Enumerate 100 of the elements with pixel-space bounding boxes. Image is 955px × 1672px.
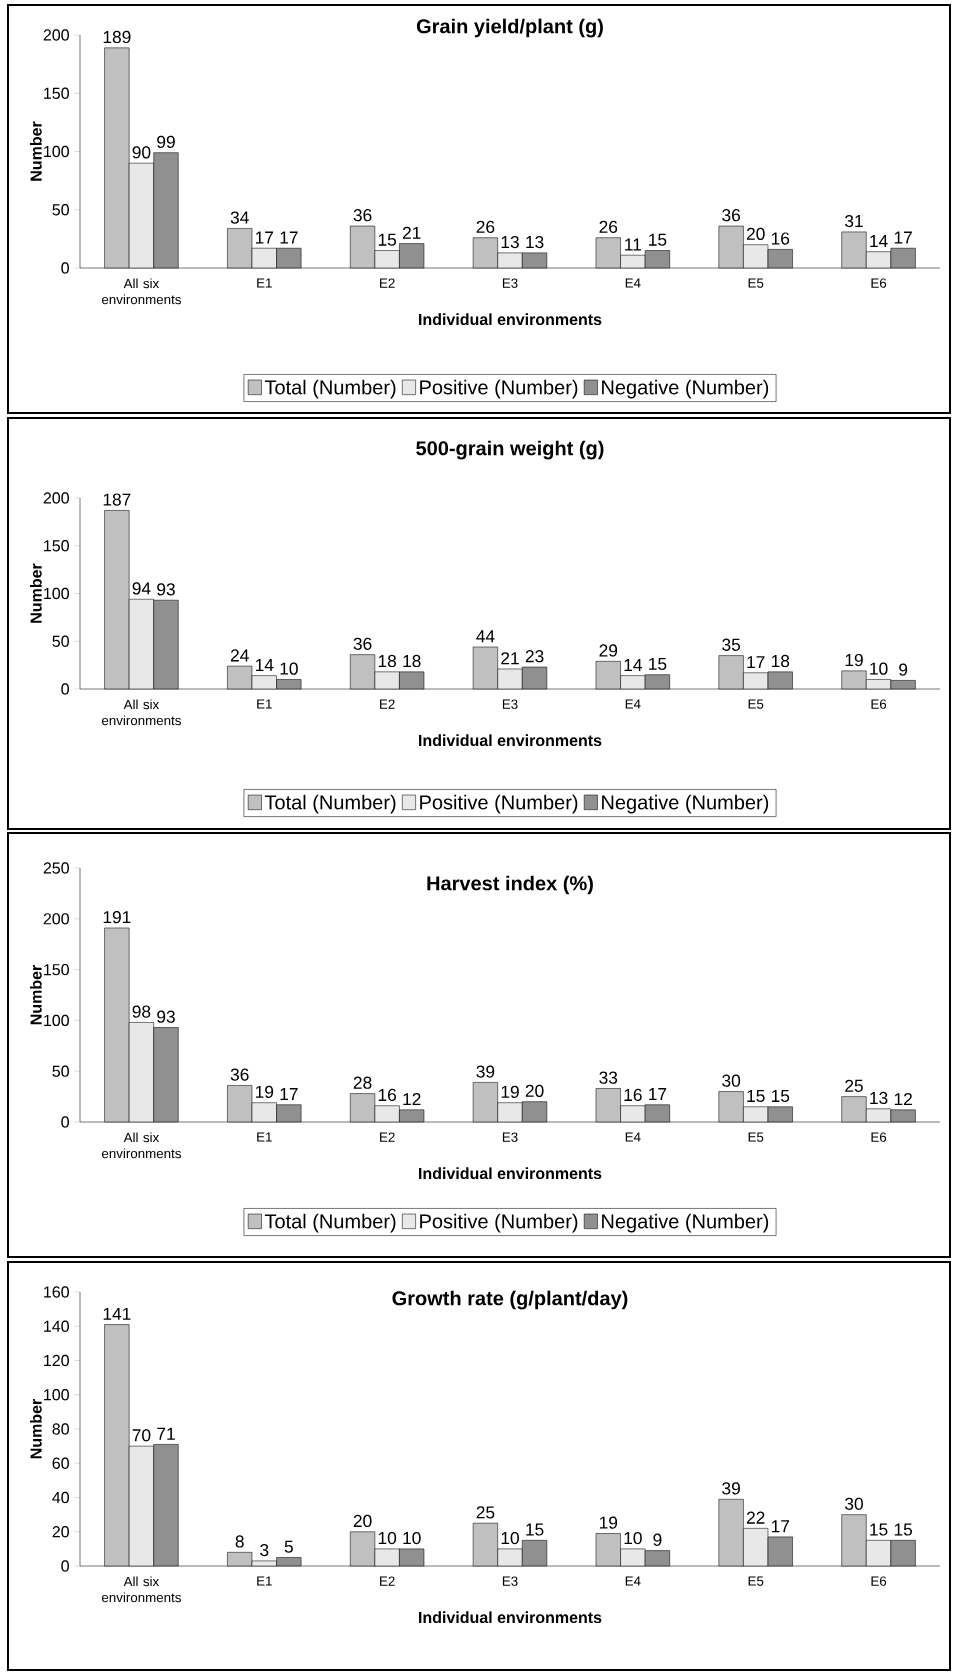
data-label: 36 (353, 637, 372, 650)
x-tick-label: E3 (502, 699, 518, 709)
x-tick-label: All six environments (101, 1576, 181, 1603)
y-axis-title: Number (30, 1399, 42, 1459)
data-label: 17 (280, 231, 298, 244)
data-label: 14 (255, 659, 274, 671)
data-label: 10 (624, 1531, 642, 1545)
chart-title: Growth rate (g/plant/day) (392, 1290, 628, 1310)
data-label: 12 (894, 1093, 912, 1106)
x-tick-label: E2 (380, 699, 395, 709)
data-label: 189 (103, 30, 131, 44)
data-label: 15 (771, 1089, 790, 1103)
y-axis-title: Number (30, 563, 42, 623)
data-label: 34 (230, 211, 249, 224)
data-label: 39 (722, 1482, 740, 1495)
data-label: 187 (103, 493, 131, 506)
y-tick-label: 160 (44, 1286, 69, 1298)
data-label: 93 (157, 583, 175, 596)
y-tick-label: 100 (44, 1389, 69, 1401)
data-label: 39 (476, 1065, 495, 1078)
legend-label: Negative (Number) (602, 1213, 769, 1233)
data-label: 93 (157, 1010, 175, 1023)
x-tick-label: E1 (257, 699, 272, 709)
x-axis-title: Individual environments (419, 1611, 602, 1624)
data-label: 15 (649, 657, 667, 670)
y-tick-label: 80 (52, 1423, 69, 1435)
data-label: 191 (103, 910, 131, 924)
y-tick-label: 100 (44, 1014, 69, 1027)
x-tick-label: All six environments (101, 1132, 181, 1159)
y-axis-title: Number (30, 965, 42, 1025)
y-tick-label: 50 (52, 1065, 69, 1077)
y-tick-label: 50 (52, 635, 69, 647)
legend-label: Total (Number) (264, 379, 396, 399)
data-label: 30 (845, 1497, 863, 1510)
x-tick-label: All six environments (101, 699, 181, 726)
data-label: 9 (653, 1533, 662, 1546)
x-tick-label: E4 (625, 1132, 641, 1142)
y-tick-label: 100 (44, 145, 69, 158)
x-tick-label: E3 (502, 1132, 518, 1142)
data-label: 19 (255, 1085, 274, 1098)
data-label: 13 (526, 235, 544, 249)
x-tick-label: E6 (871, 1132, 887, 1142)
x-tick-label: E6 (871, 1576, 887, 1586)
data-label: 17 (771, 1520, 790, 1533)
legend-label: Positive (Number) (420, 1213, 578, 1233)
x-axis-title: Individual environments (419, 1167, 602, 1180)
x-tick-label: E2 (380, 1576, 395, 1586)
legend-label: Positive (Number) (420, 794, 578, 814)
data-label: 18 (771, 654, 790, 668)
data-label: 26 (476, 220, 495, 234)
data-label: 70 (132, 1429, 151, 1442)
data-label: 3 (260, 1543, 269, 1557)
x-tick-label: E5 (748, 1132, 764, 1142)
data-label: 99 (157, 135, 175, 148)
data-label: 15 (526, 1523, 544, 1536)
data-label: 19 (501, 1085, 519, 1098)
data-label: 14 (870, 235, 888, 247)
data-label: 14 (624, 659, 642, 671)
data-label: 5 (284, 1540, 293, 1553)
data-label: 26 (599, 220, 618, 234)
data-label: 18 (378, 654, 397, 668)
data-label: 22 (746, 1511, 765, 1524)
data-label: 17 (255, 231, 274, 244)
data-label: 71 (157, 1427, 175, 1440)
data-label: 16 (378, 1088, 397, 1102)
chart-title: Harvest index (%) (427, 875, 593, 895)
y-tick-label: 50 (52, 204, 69, 216)
x-tick-label: E4 (625, 1576, 641, 1586)
data-label: 31 (845, 214, 863, 228)
data-label: 19 (845, 653, 863, 667)
x-tick-label: All six environments (101, 278, 181, 305)
y-tick-label: 250 (43, 862, 69, 874)
x-axis-title: Individual environments (419, 734, 602, 747)
data-label: 8 (235, 1535, 244, 1548)
data-label: 10 (501, 1531, 519, 1545)
y-tick-label: 150 (44, 963, 69, 976)
data-label: 15 (894, 1523, 913, 1536)
data-label: 21 (501, 652, 519, 665)
data-label: 10 (403, 1531, 421, 1545)
data-label: 15 (649, 233, 667, 246)
data-label: 15 (870, 1523, 888, 1536)
data-label: 36 (230, 1068, 249, 1081)
data-label: 13 (501, 235, 519, 249)
data-label: 16 (624, 1088, 642, 1102)
y-tick-label: 150 (44, 87, 69, 99)
data-label: 17 (649, 1088, 667, 1101)
y-tick-label: 200 (43, 492, 69, 504)
legend-label: Negative (Number) (602, 379, 769, 399)
y-axis-title: Number (30, 121, 42, 181)
y-tick-label: 150 (44, 540, 69, 552)
y-tick-label: 20 (52, 1526, 69, 1538)
data-label: 90 (132, 146, 151, 159)
x-tick-label: E4 (625, 278, 641, 288)
data-label: 10 (870, 662, 888, 675)
x-tick-label: E3 (502, 278, 518, 288)
x-tick-label: E3 (502, 1576, 518, 1586)
y-tick-label: 0 (61, 1116, 69, 1128)
y-tick-label: 0 (61, 1560, 69, 1572)
data-label: 10 (378, 1531, 397, 1545)
x-tick-label: E1 (257, 1576, 272, 1586)
